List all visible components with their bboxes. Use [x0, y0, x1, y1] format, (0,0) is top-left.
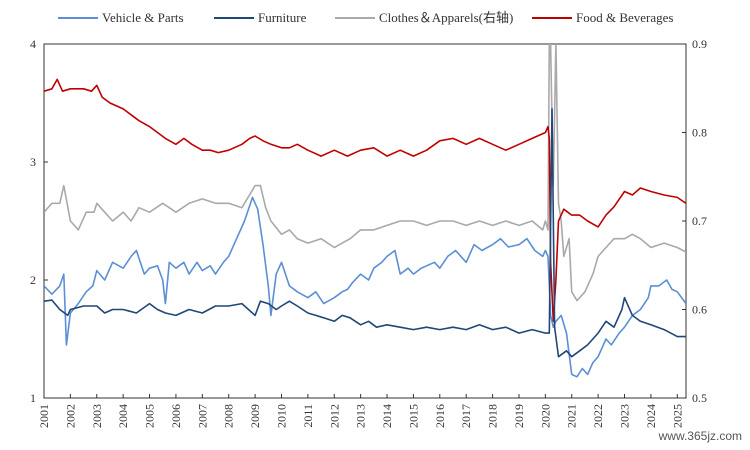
x-tick-label: 2022 — [591, 404, 605, 428]
x-tick-label: 2024 — [644, 404, 658, 428]
x-tick-label: 2023 — [618, 404, 632, 428]
series-line-0 — [44, 196, 686, 378]
right-tick-label: 0.7 — [692, 214, 707, 228]
x-tick-label: 2016 — [433, 404, 447, 428]
left-tick-label: 3 — [30, 155, 36, 169]
legend-label: Vehicle & Parts — [102, 10, 184, 25]
plot-frame — [43, 43, 687, 399]
x-tick-label: 2002 — [63, 404, 77, 428]
legend-label: Clothes＆Apparels(右轴) — [379, 10, 513, 25]
x-tick-label: 2015 — [406, 404, 420, 428]
watermark: www.365jz.com — [658, 429, 742, 443]
legend-label: Furniture — [258, 10, 307, 25]
x-tick-label: 2010 — [274, 404, 288, 428]
x-tick-label: 2012 — [327, 404, 341, 428]
x-tick-label: 2006 — [169, 404, 183, 428]
x-tick-label: 2018 — [486, 404, 500, 428]
right-tick-label: 0.9 — [692, 37, 707, 51]
left-tick-label: 1 — [30, 391, 36, 405]
x-tick-label: 2003 — [90, 404, 104, 428]
x-tick-label: 2017 — [459, 404, 473, 428]
series-lines — [44, 44, 686, 378]
legend-item-2: Clothes＆Apparels(右轴) — [335, 10, 513, 25]
legend-label: Food & Beverages — [576, 10, 673, 25]
x-tick-label: 2001 — [37, 404, 51, 428]
legend-item-1: Furniture — [214, 10, 307, 25]
axes: 1 2 3 4 0.5 0.6 0.7 0.8 0.9 2001 2002 2003 2004 2005 2… — [30, 37, 707, 428]
x-tick-label: 2020 — [538, 404, 552, 428]
right-tick-label: 0.5 — [692, 391, 707, 405]
series-line-3 — [44, 78, 686, 323]
right-tick-label: 0.6 — [692, 303, 707, 317]
x-tick-label: 2013 — [354, 404, 368, 428]
x-tick-label: 2011 — [301, 404, 315, 428]
x-tick-label: 2007 — [195, 404, 209, 428]
x-tick-label: 2009 — [248, 404, 262, 428]
legend: Vehicle & Parts Furniture Clothes＆Apparels… — [58, 10, 673, 25]
legend-item-0: Vehicle & Parts — [58, 10, 184, 25]
x-tick-label: 2019 — [512, 404, 526, 428]
x-tick-label: 2008 — [222, 404, 236, 428]
legend-item-3: Food & Beverages — [532, 10, 673, 25]
x-tick-label: 2004 — [116, 404, 130, 428]
x-tick-label: 2021 — [565, 404, 579, 428]
x-tick-label: 2025 — [670, 404, 684, 428]
x-tick-label: 2005 — [143, 404, 157, 428]
series-line-2 — [44, 44, 686, 302]
x-tick-label: 2014 — [380, 404, 394, 428]
series-line-1 — [44, 108, 686, 358]
right-tick-label: 0.8 — [692, 126, 707, 140]
left-tick-label: 4 — [30, 37, 36, 51]
left-tick-label: 2 — [30, 273, 36, 287]
